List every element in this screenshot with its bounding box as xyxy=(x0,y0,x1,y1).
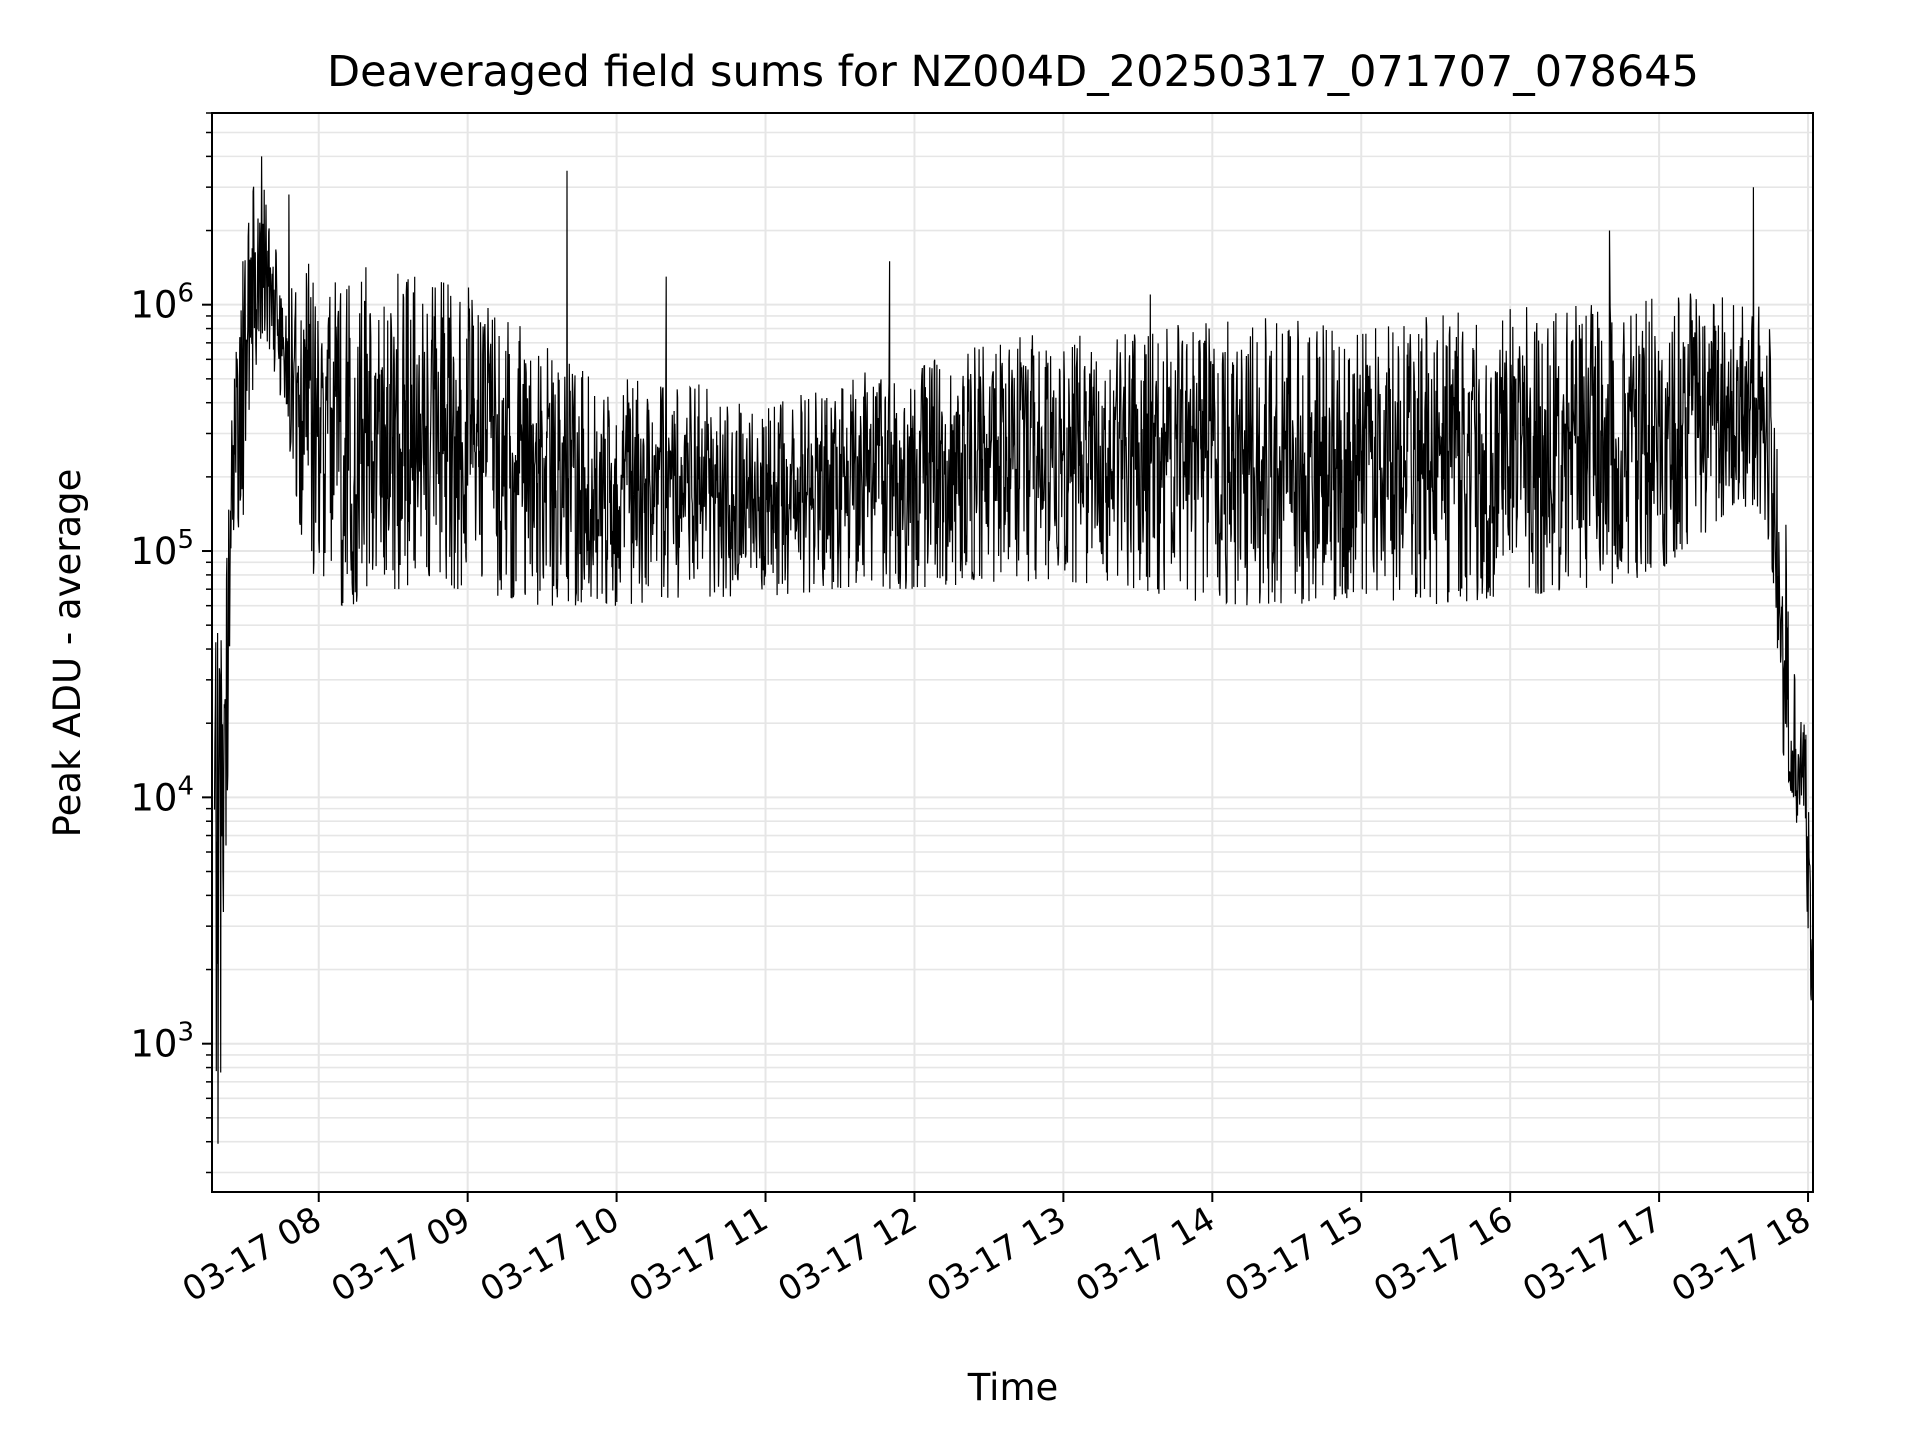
y-tick-label: 103 xyxy=(130,1018,194,1066)
y-axis-ticks: 103 104 105 106 xyxy=(130,112,212,1174)
y-tick-label: 105 xyxy=(130,525,194,573)
x-axis-label: Time xyxy=(967,1366,1059,1409)
y-tick-label: 104 xyxy=(130,771,194,819)
series-path xyxy=(213,156,1814,1144)
y-tick-label: 106 xyxy=(130,279,194,327)
plot-frame xyxy=(211,112,1814,1193)
y-axis-label: Peak ADU - average xyxy=(46,469,89,838)
series-line xyxy=(213,156,1814,1144)
grid xyxy=(212,112,1813,1192)
chart-title: Deaveraged field sums for NZ004D_2025031… xyxy=(327,47,1699,97)
